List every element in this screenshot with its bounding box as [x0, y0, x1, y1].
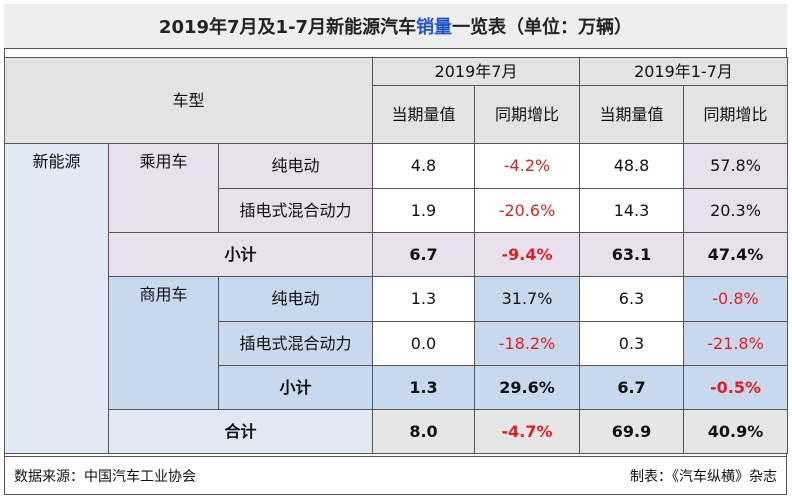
value-cell: 6.7 — [372, 232, 475, 277]
growth-cell: -0.8% — [683, 276, 788, 322]
row-label: 插电式混合动力 — [218, 188, 373, 233]
value-cell: 4.8 — [372, 143, 475, 189]
growth-cell: 31.7% — [474, 276, 580, 322]
subtotal-label: 小计 — [218, 365, 373, 410]
data-source: 数据来源：中国汽车工业协会 — [14, 469, 196, 485]
growth-cell: -21.8% — [683, 321, 788, 366]
row-label: 纯电动 — [218, 143, 373, 189]
header-current-value: 当期量值 — [579, 85, 684, 144]
header-period-july: 2019年7月 — [372, 57, 580, 86]
value-cell: 14.3 — [579, 188, 684, 233]
title-suffix: 一览表（单位：万辆） — [452, 17, 633, 38]
growth-cell: -0.5% — [683, 365, 788, 410]
growth-cell: 20.3% — [683, 188, 788, 233]
growth-cell: 57.8% — [683, 143, 788, 189]
growth-cell: 47.4% — [683, 232, 788, 277]
row-label: 插电式混合动力 — [218, 321, 373, 366]
table-title: 2019年7月及1-7月新能源汽车 销量 一览表（单位：万辆） — [4, 4, 787, 49]
value-cell: 1.3 — [372, 365, 475, 410]
header-yoy-growth: 同期增比 — [474, 85, 580, 144]
table-footer: 数据来源：中国汽车工业协会 制表：《汽车纵横》杂志 — [4, 456, 787, 495]
growth-cell: -4.7% — [474, 409, 580, 454]
value-cell: 48.8 — [579, 143, 684, 189]
value-cell: 0.3 — [579, 321, 684, 366]
subtotal-label: 小计 — [108, 232, 373, 277]
header-vehicle-type: 车型 — [4, 57, 373, 144]
value-cell: 0.0 — [372, 321, 475, 366]
title-prefix: 2019年7月及1-7月新能源汽车 — [158, 17, 417, 38]
value-cell: 1.3 — [372, 276, 475, 322]
value-cell: 69.9 — [579, 409, 684, 454]
header-yoy-growth: 同期增比 — [683, 85, 788, 144]
header-period-jan-jul: 2019年1-7月 — [579, 57, 788, 86]
total-label: 合计 — [108, 409, 373, 454]
group-label-passenger: 乘用车 — [108, 143, 219, 233]
table-maker: 制表：《汽车纵横》杂志 — [630, 469, 777, 485]
row-label: 纯电动 — [218, 276, 373, 322]
growth-cell: -4.2% — [474, 143, 580, 189]
value-cell: 1.9 — [372, 188, 475, 233]
header-current-value: 当期量值 — [372, 85, 475, 144]
value-cell: 8.0 — [372, 409, 475, 454]
title-highlight: 销量 — [416, 17, 453, 38]
value-cell: 6.7 — [579, 365, 684, 410]
growth-cell: 29.6% — [474, 365, 580, 410]
growth-cell: 40.9% — [683, 409, 788, 454]
category-label: 新能源 — [4, 143, 109, 454]
growth-cell: -18.2% — [474, 321, 580, 366]
group-label-commercial: 商用车 — [108, 276, 219, 410]
sales-table: 车型 2019年7月 2019年1-7月 当期量值 同期增比 当期量值 同期增比… — [4, 57, 788, 454]
growth-cell: -20.6% — [474, 188, 580, 233]
value-cell: 6.3 — [579, 276, 684, 322]
growth-cell: -9.4% — [474, 232, 580, 277]
value-cell: 63.1 — [579, 232, 684, 277]
